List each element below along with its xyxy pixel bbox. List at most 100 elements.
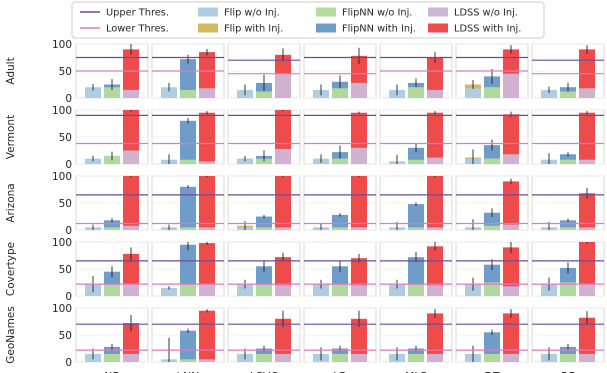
y-tick-label: 100 — [52, 39, 72, 51]
legend-frame — [71, 1, 545, 39]
bar-ldss-wo-inj — [503, 154, 519, 164]
bar-flipnn-wo-inj — [484, 158, 500, 164]
bar-ldss-with-inj — [351, 176, 367, 230]
bar-flipnn-wo-inj — [484, 282, 500, 296]
bar-flipnn-wo-inj — [332, 353, 348, 362]
bar-flipnn-with-inj — [560, 220, 576, 230]
bar-flipnn-wo-inj — [104, 87, 120, 98]
panel-adult-dt — [455, 43, 529, 99]
bar-flipnn-wo-inj — [560, 159, 576, 164]
bar-ldss-wo-inj — [275, 227, 291, 230]
bar-flip-wo-inj — [85, 87, 101, 98]
panel-geonames-nb — [75, 307, 149, 363]
bar-ldss-with-inj — [579, 242, 595, 296]
row-label-geonames: GeoNames — [5, 306, 17, 363]
panel-vermont-lsvc — [227, 109, 301, 165]
bar-ldss-wo-inj — [199, 161, 215, 164]
panel-geonames-knn — [151, 307, 225, 363]
column-label-rf: RF — [561, 370, 575, 373]
y-tick-label: 100 — [52, 171, 72, 183]
bar-flipnn-wo-inj — [256, 353, 272, 362]
bar-ldss-wo-inj — [199, 88, 215, 98]
bar-ldss-wo-inj — [123, 284, 139, 296]
bar-ldss-wo-inj — [123, 89, 139, 98]
row-label-covertype: Covertype — [5, 242, 17, 296]
bar-ldss-with-inj — [123, 176, 139, 230]
panel-arizona-nb — [75, 175, 149, 231]
bar-ldss-with-inj — [579, 112, 595, 164]
bar-flipnn-wo-inj — [256, 227, 272, 230]
panel-vermont-lr — [303, 109, 377, 165]
bar-flipnn-with-inj — [180, 59, 196, 98]
y-tick-label: 50 — [59, 66, 72, 78]
bar-ldss-wo-inj — [503, 73, 519, 98]
legend-swatch-ldss-w-o-inj — [428, 7, 448, 17]
legend-swatch-flip-w-o-inj — [198, 7, 218, 17]
legend-label-ldss-with-inj: LDSS with Inj. — [454, 24, 521, 35]
y-tick-label: 100 — [52, 105, 72, 117]
panel-geonames-rf — [531, 307, 605, 363]
y-tick-label: 100 — [52, 303, 72, 315]
panel-covertype-nb — [75, 241, 149, 297]
bar-ldss-wo-inj — [427, 227, 443, 230]
bar-flipnn-wo-inj — [408, 284, 424, 296]
bar-ldss-wo-inj — [275, 73, 291, 98]
bar-ldss-wo-inj — [123, 353, 139, 362]
bar-flipnn-with-inj — [104, 220, 120, 230]
panel-grid: Adult 0 50 100 Vermont 0 50 100 Arizona 0 50 100 Cov… — [5, 39, 605, 373]
bar-ldss-with-inj — [427, 112, 443, 164]
panel-adult-rf — [531, 43, 605, 99]
bar-ldss-wo-inj — [427, 285, 443, 296]
bar-flipnn-wo-inj — [104, 353, 120, 362]
bar-flipnn-wo-inj — [332, 227, 348, 230]
panel-adult-knn — [151, 43, 225, 99]
bar-ldss-wo-inj — [123, 150, 139, 164]
bar-ldss-wo-inj — [123, 225, 139, 230]
y-tick-label: 0 — [65, 291, 72, 303]
panel-adult-lsvc — [227, 43, 301, 99]
bar-ldss-wo-inj — [579, 159, 595, 164]
bar-flipnn-wo-inj — [104, 284, 120, 296]
panel-arizona-rf — [531, 175, 605, 231]
legend-label-lower-thres: Lower Thres. — [106, 24, 169, 35]
legend-label-flipnn-w-o-inj: FlipNN w/o Inj. — [342, 8, 412, 19]
panel-covertype-dt — [455, 241, 529, 297]
bar-ldss-wo-inj — [199, 227, 215, 230]
bar-flip-wo-inj — [465, 88, 481, 98]
y-tick-label: 50 — [59, 132, 72, 144]
panel-adult-nb — [75, 43, 149, 99]
bar-flipnn-wo-inj — [180, 284, 196, 296]
panel-arizona-mlp — [379, 175, 453, 231]
bar-flip-wo-inj — [161, 287, 177, 296]
bar-ldss-with-inj — [351, 318, 367, 362]
panel-arizona-lsvc — [227, 175, 301, 231]
bar-ldss-with-inj — [503, 114, 519, 164]
bar-ldss-wo-inj — [199, 359, 215, 362]
bar-ldss-wo-inj — [351, 353, 367, 362]
bar-flipnn-wo-inj — [256, 91, 272, 98]
bar-ldss-wo-inj — [503, 224, 519, 230]
bar-flipnn-with-inj — [180, 186, 196, 230]
panel-vermont-mlp — [379, 109, 453, 165]
panel-geonames-lsvc — [227, 307, 301, 363]
bar-flipnn-wo-inj — [180, 359, 196, 362]
bar-ldss-wo-inj — [351, 82, 367, 98]
bar-ldss-with-inj — [123, 49, 139, 98]
bar-ldss-wo-inj — [351, 147, 367, 164]
panel-arizona-knn — [151, 175, 225, 231]
bar-ldss-wo-inj — [275, 148, 291, 164]
bar-ldss-with-inj — [275, 176, 291, 230]
bar-ldss-wo-inj — [427, 89, 443, 98]
bar-flipnn-wo-inj — [484, 87, 500, 98]
panel-covertype-lr — [303, 241, 377, 297]
bar-ldss-with-inj — [427, 176, 443, 230]
panel-covertype-rf — [531, 241, 605, 297]
bar-ldss-with-inj — [199, 310, 215, 362]
bar-flipnn-with-inj — [560, 154, 576, 164]
bar-flipnn-wo-inj — [560, 353, 576, 362]
bar-flip-wo-inj — [541, 89, 557, 98]
bar-ldss-with-inj — [199, 112, 215, 164]
bar-ldss-wo-inj — [503, 286, 519, 296]
bar-flipnn-wo-inj — [484, 225, 500, 230]
